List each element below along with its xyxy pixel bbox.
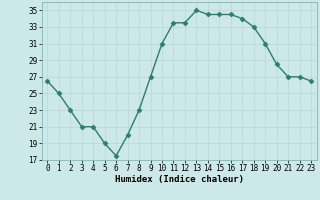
X-axis label: Humidex (Indice chaleur): Humidex (Indice chaleur): [115, 175, 244, 184]
